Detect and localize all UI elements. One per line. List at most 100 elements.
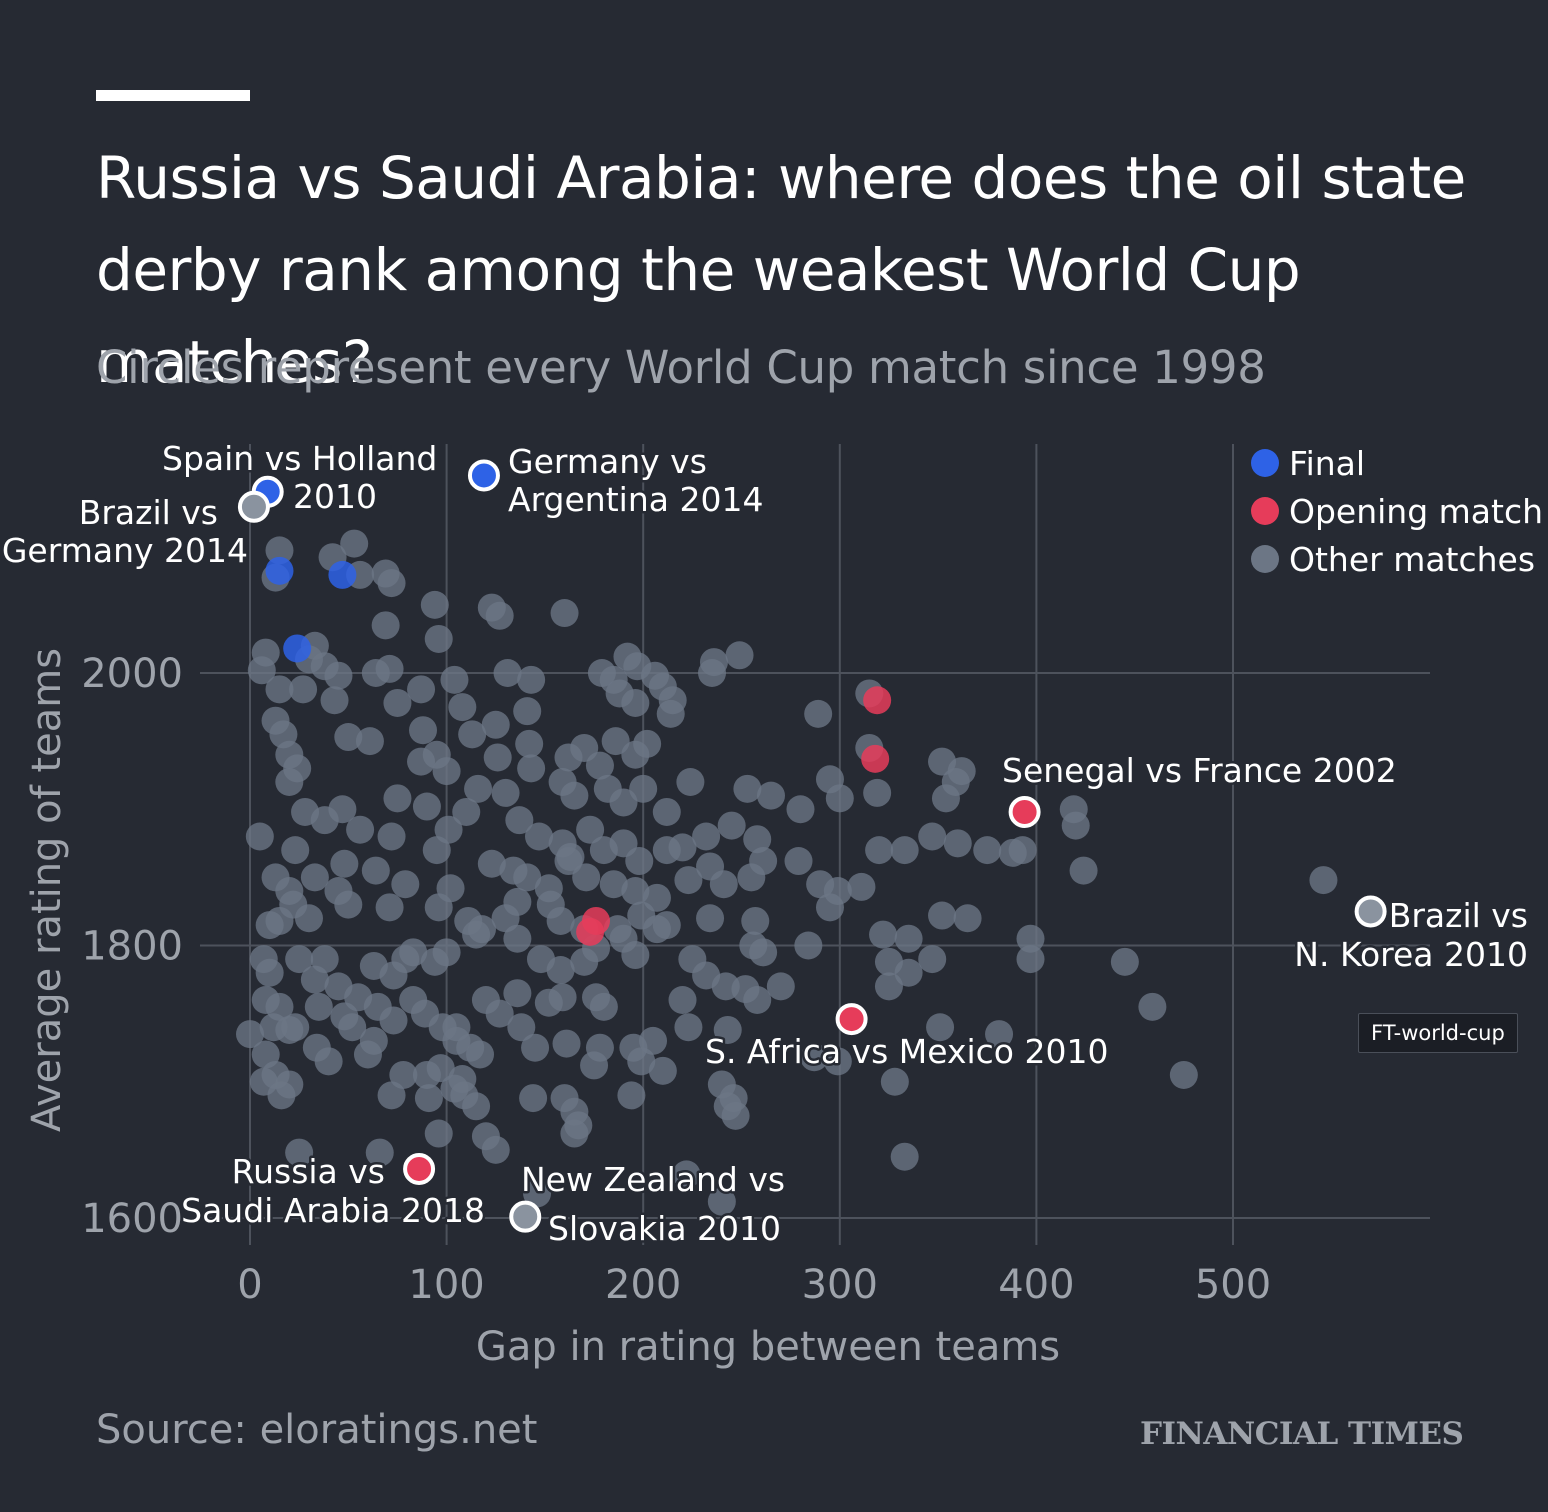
match-point xyxy=(517,754,546,783)
match-point xyxy=(407,747,436,776)
match-point xyxy=(800,1043,829,1072)
source-note: Source: eloratings.net xyxy=(96,1407,538,1453)
label-brazil-nkorea-line-2: N. Korea 2010 xyxy=(1294,935,1528,974)
match-point xyxy=(294,904,323,933)
match-point xyxy=(513,697,542,726)
match-point xyxy=(236,1020,264,1049)
match-point xyxy=(377,822,406,851)
match-point xyxy=(756,781,785,810)
match-point xyxy=(674,1013,703,1042)
match-point xyxy=(766,972,795,1001)
match-point xyxy=(519,1084,548,1113)
match-point xyxy=(601,727,630,756)
match-point xyxy=(340,529,369,558)
match-point xyxy=(1169,1060,1198,1089)
match-point xyxy=(464,774,493,803)
match-point xyxy=(918,945,947,974)
match-point xyxy=(383,688,412,717)
final-point xyxy=(265,556,294,585)
match-point xyxy=(466,1040,495,1069)
match-point xyxy=(361,856,390,885)
match-point xyxy=(621,941,650,970)
match-point xyxy=(825,784,854,813)
match-point xyxy=(424,893,453,922)
match-point xyxy=(572,863,601,892)
match-point xyxy=(481,710,510,739)
match-point xyxy=(432,757,461,786)
match-point xyxy=(365,1138,394,1167)
match-point xyxy=(652,911,681,940)
match-point xyxy=(629,774,658,803)
match-point xyxy=(493,659,522,687)
match-point xyxy=(521,1033,550,1062)
match-point xyxy=(377,1081,406,1110)
x-axis-label: Gap in rating between teams xyxy=(476,1324,1060,1370)
label-spain-holland-line-1: Spain vs Holland xyxy=(162,439,437,478)
match-point xyxy=(1309,866,1338,895)
match-point xyxy=(560,781,589,810)
highlight-point-brazil-vs-n-korea-2010 xyxy=(1354,895,1387,928)
match-point xyxy=(426,1054,455,1083)
match-point xyxy=(503,887,532,916)
chart-subtitle: Circles represent every World Cup match … xyxy=(96,341,1266,394)
x-tick-label: 300 xyxy=(802,1262,878,1308)
label-russia-saudi-line-1: Russia vs xyxy=(232,1152,385,1191)
match-point xyxy=(1069,856,1098,885)
highlight-point-senegal-vs-france-2002 xyxy=(1008,795,1041,828)
match-point xyxy=(639,1026,668,1055)
match-point xyxy=(517,665,546,694)
match-point xyxy=(320,686,349,715)
label-russia-saudi-line-2: Saudi Arabia 2018 xyxy=(181,1191,485,1230)
tooltip-badge[interactable]: FT-world-cup xyxy=(1358,1013,1518,1053)
highlight-points xyxy=(237,459,1387,1233)
legend: Final Opening match Other matches xyxy=(1251,444,1543,579)
match-point xyxy=(589,992,618,1021)
match-point xyxy=(1138,992,1167,1021)
match-point xyxy=(375,654,404,683)
match-point xyxy=(481,1135,510,1164)
match-point xyxy=(890,1142,919,1171)
label-brazil-germany-line-2: Germany 2014 xyxy=(2,531,248,570)
match-point xyxy=(462,1092,491,1121)
match-point xyxy=(570,733,599,762)
x-tick-label: 100 xyxy=(408,1262,484,1308)
match-point xyxy=(513,863,542,892)
match-point xyxy=(794,931,823,960)
match-point xyxy=(656,699,685,728)
highlight-point-russia-vs-saudi-arabia-2018 xyxy=(403,1152,436,1185)
opening-point xyxy=(576,917,605,946)
y-axis-label: Average rating of teams xyxy=(24,648,70,1132)
match-point xyxy=(621,877,650,905)
match-point xyxy=(890,836,919,865)
match-point xyxy=(265,536,294,565)
match-point xyxy=(375,893,404,922)
brand-logo: FINANCIAL TIMES xyxy=(1140,1416,1464,1452)
match-point xyxy=(880,1067,909,1096)
match-point xyxy=(275,768,304,796)
match-point xyxy=(926,1013,955,1042)
match-point xyxy=(554,847,583,876)
match-point xyxy=(749,938,778,967)
match-point xyxy=(985,1020,1014,1049)
match-point xyxy=(928,901,957,930)
match-point xyxy=(668,986,697,1014)
match-point xyxy=(576,815,605,844)
match-point xyxy=(505,806,534,835)
match-point xyxy=(749,847,778,876)
match-point xyxy=(389,1060,418,1089)
match-point xyxy=(931,784,960,813)
match-point xyxy=(424,1119,453,1148)
match-point xyxy=(485,601,514,630)
match-point xyxy=(548,983,577,1012)
match-point xyxy=(245,822,274,851)
match-point xyxy=(725,641,754,670)
label-spain-holland-line-2: 2010 xyxy=(293,477,377,516)
match-point xyxy=(674,866,703,895)
match-point xyxy=(741,906,770,935)
match-point xyxy=(255,958,284,987)
match-point xyxy=(265,675,294,704)
highlight-point-brazil-vs-germany-2014 xyxy=(237,490,270,523)
final-point xyxy=(283,634,312,663)
